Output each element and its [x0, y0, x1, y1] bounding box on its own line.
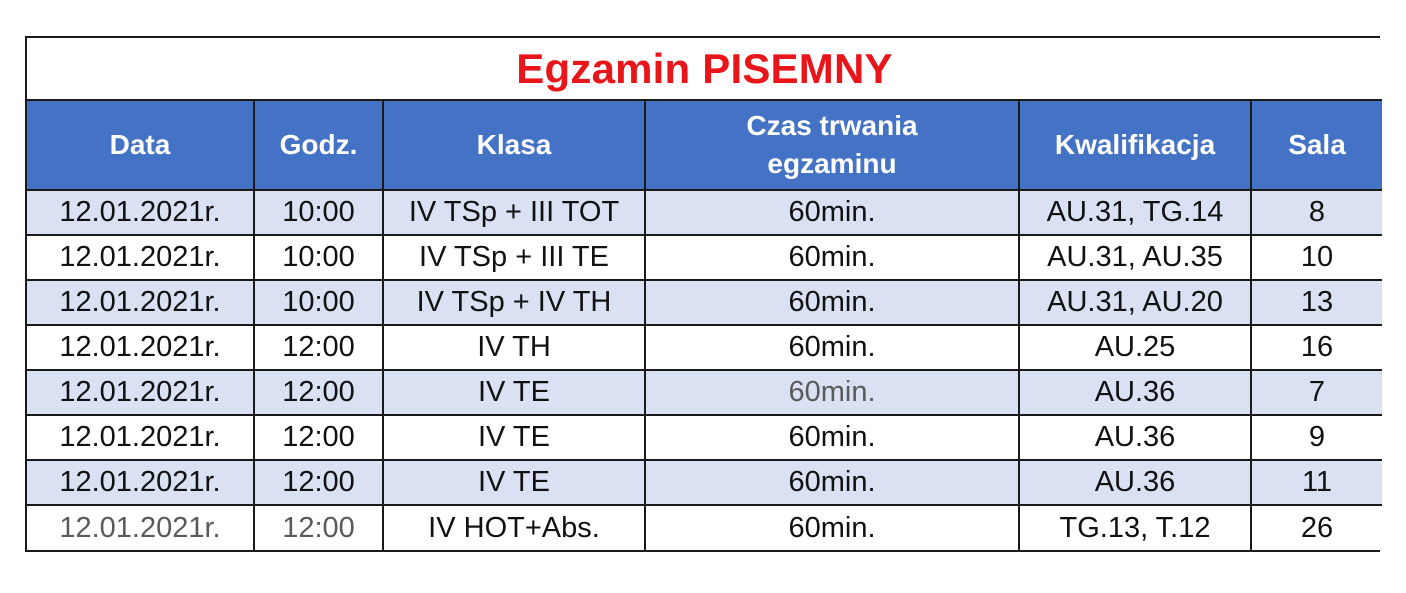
- cell-qualification: AU.36: [1018, 414, 1252, 461]
- cell-room: 11: [1250, 459, 1382, 506]
- cell-room: 7: [1250, 369, 1382, 416]
- cell-room: 9: [1250, 414, 1382, 461]
- cell-date: 12.01.2021r.: [27, 414, 255, 461]
- cell-duration: 60min.: [644, 234, 1020, 281]
- cell-class: IV HOT+Abs.: [382, 504, 646, 550]
- cell-time: 10:00: [253, 279, 384, 326]
- header-duration: Czas trwania egzaminu: [644, 99, 1020, 191]
- table-title: Egzamin PISEMNY: [27, 38, 1382, 101]
- header-class: Klasa: [382, 99, 646, 191]
- cell-qualification: AU.31, AU.20: [1018, 279, 1252, 326]
- cell-class: IV TSp + III TE: [382, 234, 646, 281]
- cell-qualification: AU.31, AU.35: [1018, 234, 1252, 281]
- cell-duration: 60min.: [644, 459, 1020, 506]
- cell-qualification: AU.25: [1018, 324, 1252, 371]
- table-row: 12.01.2021r. 12:00 IV HOT+Abs. 60min. TG…: [27, 504, 1382, 550]
- table-row: 12.01.2021r. 10:00 IV TSp + IV TH 60min.…: [27, 279, 1382, 326]
- cell-duration: 60min.: [644, 504, 1020, 550]
- cell-duration: 60min.: [644, 324, 1020, 371]
- table-row: 12.01.2021r. 12:00 IV TE 60min. AU.36 7: [27, 369, 1382, 416]
- cell-duration: 60min.: [644, 414, 1020, 461]
- cell-room: 13: [1250, 279, 1382, 326]
- cell-date: 12.01.2021r.: [27, 279, 255, 326]
- title-row: Egzamin PISEMNY: [27, 38, 1382, 101]
- cell-date: 12.01.2021r.: [27, 234, 255, 281]
- cell-date: 12.01.2021r.: [27, 189, 255, 236]
- cell-qualification: AU.36: [1018, 459, 1252, 506]
- cell-class: IV TSp + IV TH: [382, 279, 646, 326]
- cell-qualification: TG.13, T.12: [1018, 504, 1252, 550]
- table-row: 12.01.2021r. 10:00 IV TSp + III TOT 60mi…: [27, 189, 1382, 236]
- cell-date: 12.01.2021r.: [27, 324, 255, 371]
- cell-duration: 60min.: [644, 369, 1020, 416]
- cell-class: IV TE: [382, 414, 646, 461]
- exam-schedule-sheet: Egzamin PISEMNY Data Godz. Klasa Czas tr…: [25, 36, 1382, 552]
- header-duration-line2: egzaminu: [767, 148, 897, 179]
- table-row: 12.01.2021r. 12:00 IV TE 60min. AU.36 9: [27, 414, 1382, 461]
- cell-date: 12.01.2021r.: [27, 459, 255, 506]
- header-room: Sala: [1250, 99, 1382, 191]
- cell-class: IV TH: [382, 324, 646, 371]
- cell-class: IV TE: [382, 459, 646, 506]
- cell-time: 10:00: [253, 189, 384, 236]
- header-time: Godz.: [253, 99, 384, 191]
- cell-room: 26: [1250, 504, 1382, 550]
- cell-time: 12:00: [253, 459, 384, 506]
- table-row: 12.01.2021r. 10:00 IV TSp + III TE 60min…: [27, 234, 1382, 281]
- exam-schedule-table: Egzamin PISEMNY Data Godz. Klasa Czas tr…: [27, 38, 1382, 550]
- cell-time: 10:00: [253, 234, 384, 281]
- cell-room: 10: [1250, 234, 1382, 281]
- header-qualification: Kwalifikacja: [1018, 99, 1252, 191]
- cell-qualification: AU.31, TG.14: [1018, 189, 1252, 236]
- cell-date: 12.01.2021r.: [27, 369, 255, 416]
- cell-class: IV TE: [382, 369, 646, 416]
- cell-time: 12:00: [253, 414, 384, 461]
- cell-duration: 60min.: [644, 189, 1020, 236]
- cell-duration: 60min.: [644, 279, 1020, 326]
- cell-time: 12:00: [253, 324, 384, 371]
- cell-room: 16: [1250, 324, 1382, 371]
- cell-time: 12:00: [253, 504, 384, 550]
- cell-date: 12.01.2021r.: [27, 504, 255, 550]
- cell-room: 8: [1250, 189, 1382, 236]
- table-row: 12.01.2021r. 12:00 IV TE 60min. AU.36 11: [27, 459, 1382, 506]
- header-duration-line1: Czas trwania: [746, 110, 918, 141]
- table-row: 12.01.2021r. 12:00 IV TH 60min. AU.25 16: [27, 324, 1382, 371]
- cell-class: IV TSp + III TOT: [382, 189, 646, 236]
- header-date: Data: [27, 99, 255, 191]
- header-row: Data Godz. Klasa Czas trwania egzaminu K…: [27, 99, 1382, 191]
- cell-time: 12:00: [253, 369, 384, 416]
- cell-qualification: AU.36: [1018, 369, 1252, 416]
